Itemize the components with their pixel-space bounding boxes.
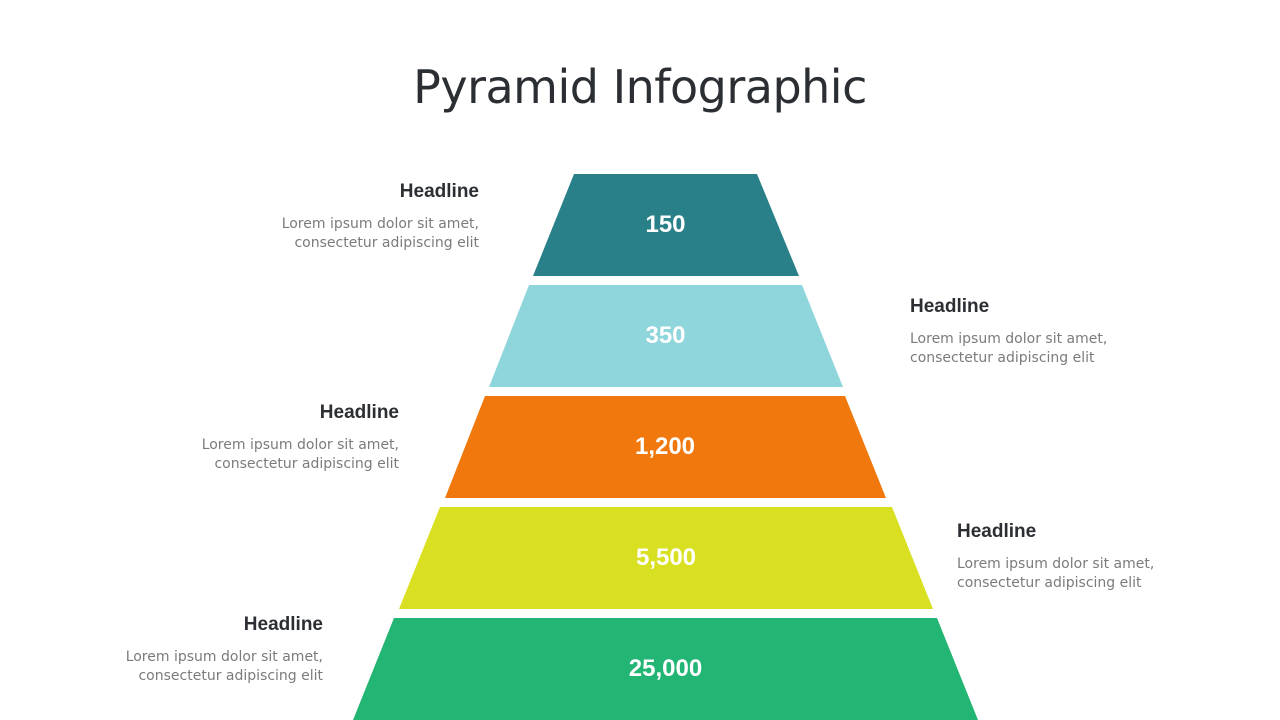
headline: Headline [399, 181, 479, 202]
description-line: Lorem ipsum dolor sit amet, [281, 216, 479, 232]
page-title: Pyramid Infographic [413, 60, 867, 114]
headline: Headline [243, 614, 323, 635]
description-line: Lorem ipsum dolor sit amet, [957, 556, 1155, 572]
tier-label: Headline Lorem ipsum dolor sit amet, con… [910, 296, 1170, 368]
headline: Headline [319, 402, 399, 423]
tier-label: Headline Lorem ipsum dolor sit amet, con… [219, 181, 479, 253]
description-line: consectetur adipiscing elit [214, 456, 399, 472]
description-line: consectetur adipiscing elit [294, 235, 479, 251]
headline: Headline [910, 296, 990, 317]
headline: Headline [957, 521, 1037, 542]
description-line: Lorem ipsum dolor sit amet, [910, 331, 1108, 347]
tier-label: Headline Lorem ipsum dolor sit amet, con… [957, 521, 1217, 593]
tier-label: Headline Lorem ipsum dolor sit amet, con… [63, 614, 323, 686]
tier-value: 350 [645, 322, 686, 349]
description-line: Lorem ipsum dolor sit amet, [201, 437, 399, 453]
tier-label: Headline Lorem ipsum dolor sit amet, con… [139, 402, 399, 474]
tier-value: 5,500 [635, 544, 697, 571]
description-line: consectetur adipiscing elit [910, 350, 1095, 366]
tier-value: 1,200 [634, 433, 696, 460]
pyramid-tier-4 [399, 507, 933, 609]
description-line: consectetur adipiscing elit [138, 668, 323, 684]
pyramid-tier-1 [533, 174, 799, 276]
description-line: Lorem ipsum dolor sit amet, [125, 649, 323, 665]
pyramid-tier-3 [445, 396, 886, 498]
description-line: consectetur adipiscing elit [957, 575, 1142, 591]
pyramid-tier-2 [489, 285, 843, 387]
tier-value: 150 [645, 211, 686, 238]
tier-value: 25,000 [628, 655, 703, 682]
pyramid-tier-5 [353, 618, 978, 720]
